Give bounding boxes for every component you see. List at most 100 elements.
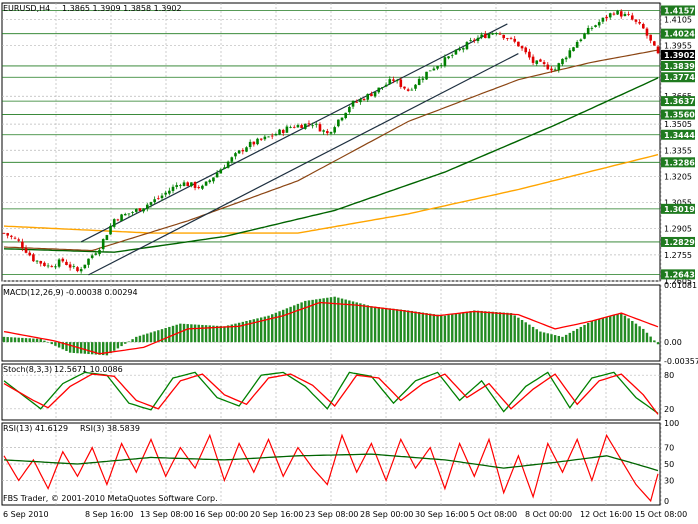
macd-histogram-bar [623,315,627,343]
candle-body [649,34,652,41]
candle-body [274,134,278,136]
macd-histogram-bar [6,337,9,343]
candle-body [270,135,274,137]
time-label: 6 Sep 2010 [3,510,49,519]
macd-histogram-bar [344,299,347,343]
macd-histogram-bar [425,313,428,343]
macd-histogram-bar [440,315,443,343]
price-level-box: 1.3286 [661,157,695,168]
ma-fast-line [3,49,659,252]
macd-histogram-bar [197,324,200,343]
candle-body [524,47,528,53]
candle-body [46,265,50,267]
macd-histogram-bar [520,320,524,343]
candle-body [458,48,461,51]
macd-histogram-bar [168,326,171,343]
candle-body [50,266,54,268]
price-level-bg [661,96,695,107]
macd-histogram-bar [13,337,17,343]
macd-histogram-bar [476,310,480,343]
price-panel[interactable] [2,9,660,276]
candle-body [362,99,366,101]
candle-body [190,182,193,187]
macd-histogram-bar [498,312,502,343]
price-tick-label: 1.3055 [664,199,692,208]
macd-histogram-bar [531,326,535,343]
candle-body [399,79,403,87]
macd-histogram-bar [32,338,35,343]
macd-histogram-bar [186,324,189,343]
time-label: 16 Sep 00:00 [195,510,248,519]
macd-histogram-bar [568,332,572,343]
candle-body [32,254,35,262]
macd-histogram-bar [649,336,652,343]
price-level-bg [661,236,695,247]
candle-body [594,25,597,28]
macd-histogram-bar [579,326,583,343]
macd-histogram-bar [351,301,355,343]
candle-body [215,172,219,178]
macd-histogram-bar [35,338,39,343]
candle-body [410,89,414,91]
price-level-bg [661,5,695,16]
macd-histogram-bar [219,326,222,343]
candle-body [171,186,175,191]
current-price-bg [661,49,695,60]
macd-histogram-bar [561,336,564,343]
macd-histogram-bar [248,320,252,343]
candle-body [337,119,340,127]
candle-body [425,71,428,80]
rsi-panel[interactable] [3,433,659,503]
candle-body [351,101,355,107]
rsi-tick-label: 0 [664,497,669,506]
time-label: 8 Sep 16:00 [85,510,133,519]
macd-histogram-bar [329,297,333,343]
macd-histogram-bar [480,310,483,343]
candle-body [348,106,351,113]
candle-body [344,112,347,119]
candle-body [465,42,469,50]
price-level-box: 1.4157 [661,5,695,16]
price-level-box: 1.3019 [661,203,695,214]
candle-body [87,258,90,265]
candle-body [406,89,410,91]
candle-body [535,60,539,64]
candle-body [65,261,68,266]
macd-histogram-bar [653,340,656,343]
candle-body [395,80,399,82]
macd-histogram-bar [83,342,87,354]
macd-histogram-bar [300,302,303,343]
macd-histogram-bar [39,338,42,343]
macd-histogram-bar [517,317,520,343]
macd-histogram-bar [212,325,215,343]
macd-histogram-bar [417,312,421,343]
macd-histogram-bar [642,328,645,343]
macd-histogram-bar [609,316,612,343]
candle-body [43,262,46,267]
macd-histogram-bar [451,314,454,343]
candle-body [311,125,314,127]
price-level-bg [661,28,695,39]
macd-panel[interactable] [2,296,660,356]
macd-histogram-bar [2,336,6,343]
macd-histogram-bar [307,300,311,343]
candle-body [590,27,594,29]
candle-body [583,33,586,39]
price-level-bg [661,72,695,83]
price-level-label: 1.3444 [664,131,695,140]
candle-body [219,169,223,174]
price-tick-label: 1.3355 [664,146,692,155]
candle-body [586,28,590,35]
candle-body [157,198,160,200]
rsi-slow-line [3,453,659,472]
price-axis: 1.41051.39551.36651.35051.33551.32051.30… [661,5,698,506]
stoch-panel[interactable] [3,371,659,415]
macd-histogram-bar [458,313,461,343]
macd-tick-label: -0.00357 [664,357,698,366]
candle-body [230,157,234,162]
macd-histogram-bar [46,342,50,343]
candle-body [601,17,605,22]
candle-body [414,84,417,89]
candle-body [153,199,156,203]
